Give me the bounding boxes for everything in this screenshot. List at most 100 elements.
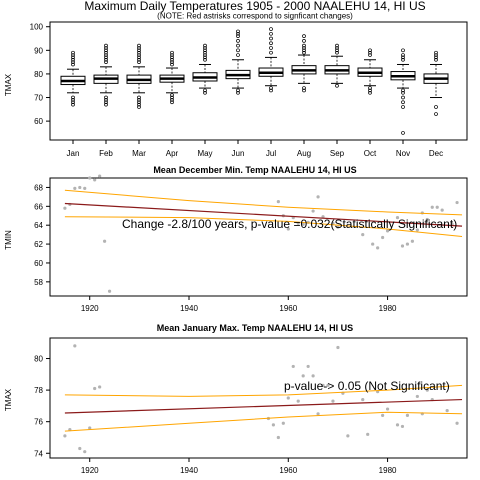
data-point bbox=[291, 364, 295, 369]
x-tick-label: Oct bbox=[364, 149, 377, 158]
y-tick-label: 80 bbox=[34, 355, 43, 364]
x-tick-label: Apr bbox=[166, 149, 179, 158]
outlier-point bbox=[302, 88, 306, 93]
data-point bbox=[331, 399, 335, 403]
outlier-point bbox=[170, 53, 174, 57]
data-point bbox=[405, 242, 410, 246]
data-point bbox=[73, 186, 77, 190]
outlier-point bbox=[401, 55, 405, 60]
outlier-point bbox=[137, 57, 141, 62]
outlier-point bbox=[71, 57, 75, 62]
outlier-point bbox=[203, 50, 207, 55]
outlier-point bbox=[269, 46, 273, 50]
data-point bbox=[361, 233, 365, 237]
data-point bbox=[316, 412, 320, 416]
trend-line bbox=[64, 398, 463, 414]
data-point bbox=[301, 374, 305, 378]
data-point bbox=[385, 407, 390, 411]
data-point bbox=[445, 409, 449, 413]
outlier-point bbox=[368, 48, 372, 53]
data-point bbox=[311, 374, 315, 378]
outlier-point bbox=[137, 100, 141, 105]
outlier-point bbox=[203, 53, 207, 57]
x-tick-label: Nov bbox=[396, 149, 410, 158]
outlier-point bbox=[236, 48, 240, 53]
data-point bbox=[430, 205, 434, 209]
data-point bbox=[83, 186, 87, 190]
data-point bbox=[321, 215, 325, 219]
data-marks bbox=[63, 344, 463, 454]
data-point bbox=[395, 216, 400, 220]
x-tick-label: Feb bbox=[99, 149, 113, 158]
data-point bbox=[410, 239, 414, 243]
annotation: p-value-> 0.05 (Not Significant) bbox=[284, 379, 450, 393]
outlier-point bbox=[104, 102, 108, 107]
outlier-point bbox=[104, 53, 108, 57]
box-feb bbox=[93, 43, 119, 107]
outlier-point bbox=[137, 102, 141, 107]
outlier-point bbox=[401, 57, 405, 62]
box-dec bbox=[423, 50, 449, 116]
data-point bbox=[98, 174, 102, 178]
y-tick-label: 68 bbox=[34, 183, 43, 192]
outlier-point bbox=[368, 90, 372, 95]
outlier-point bbox=[137, 60, 141, 64]
x-tick-label: 1940 bbox=[180, 304, 198, 313]
outlier-point bbox=[137, 98, 141, 102]
data-point bbox=[381, 235, 385, 240]
outlier-point bbox=[269, 31, 273, 36]
outlier-point bbox=[170, 95, 174, 100]
data-point bbox=[326, 383, 330, 387]
box-jul bbox=[258, 27, 284, 93]
data-point bbox=[321, 383, 325, 387]
outlier-point bbox=[269, 27, 273, 31]
annotation: Change -2.8/100 years, p-value =0.032(St… bbox=[122, 217, 457, 231]
chart-subtitle: (NOTE: Red astrisks correspond to signfi… bbox=[157, 12, 353, 21]
outlier-point bbox=[302, 34, 306, 39]
lower-confidence-line bbox=[64, 216, 463, 238]
y-tick-label: 70 bbox=[34, 94, 43, 103]
data-point bbox=[440, 208, 444, 212]
outlier-point bbox=[71, 53, 75, 57]
plot-frame bbox=[49, 337, 468, 459]
outlier-point bbox=[302, 43, 306, 48]
outlier-point bbox=[335, 43, 339, 48]
outlier-point bbox=[203, 57, 207, 62]
outlier-point bbox=[170, 98, 174, 102]
outlier-point bbox=[302, 39, 306, 43]
y-axis-label: TMIN bbox=[4, 230, 13, 250]
outlier-point bbox=[302, 46, 306, 50]
data-point bbox=[425, 217, 429, 222]
outlier-point bbox=[368, 88, 372, 93]
x-tick-label: May bbox=[197, 149, 212, 158]
data-point bbox=[93, 386, 97, 391]
outlier-point bbox=[170, 60, 174, 64]
y-tick-label: 66 bbox=[34, 202, 43, 211]
outlier-point bbox=[104, 95, 108, 100]
outlier-point bbox=[368, 53, 372, 57]
outlier-point bbox=[71, 98, 75, 102]
x-tick-label: 1980 bbox=[379, 466, 397, 475]
outlier-point bbox=[236, 29, 240, 34]
trend-line bbox=[64, 202, 463, 227]
outlier-point bbox=[269, 50, 273, 55]
december-tmin-scatter: Mean December Min. Temp NAALEHU 14, HI U… bbox=[4, 165, 468, 313]
outlier-point bbox=[401, 105, 405, 109]
outlier-point bbox=[71, 50, 75, 55]
x-tick-label: Jun bbox=[232, 149, 245, 158]
y-tick-label: 60 bbox=[34, 259, 43, 268]
data-point bbox=[93, 178, 97, 182]
x-tick-label: Mar bbox=[132, 149, 146, 158]
outlier-point bbox=[104, 98, 108, 102]
outlier-point bbox=[434, 55, 438, 60]
outlier-point bbox=[104, 100, 108, 105]
outlier-point bbox=[401, 48, 405, 53]
upper-confidence-line bbox=[64, 384, 463, 397]
outlier-point bbox=[236, 43, 240, 48]
outlier-point bbox=[335, 46, 339, 50]
outlier-point bbox=[302, 86, 306, 90]
data-point bbox=[425, 388, 429, 392]
outlier-point bbox=[71, 60, 75, 64]
outlier-point bbox=[137, 48, 141, 53]
outlier-point bbox=[203, 46, 207, 50]
